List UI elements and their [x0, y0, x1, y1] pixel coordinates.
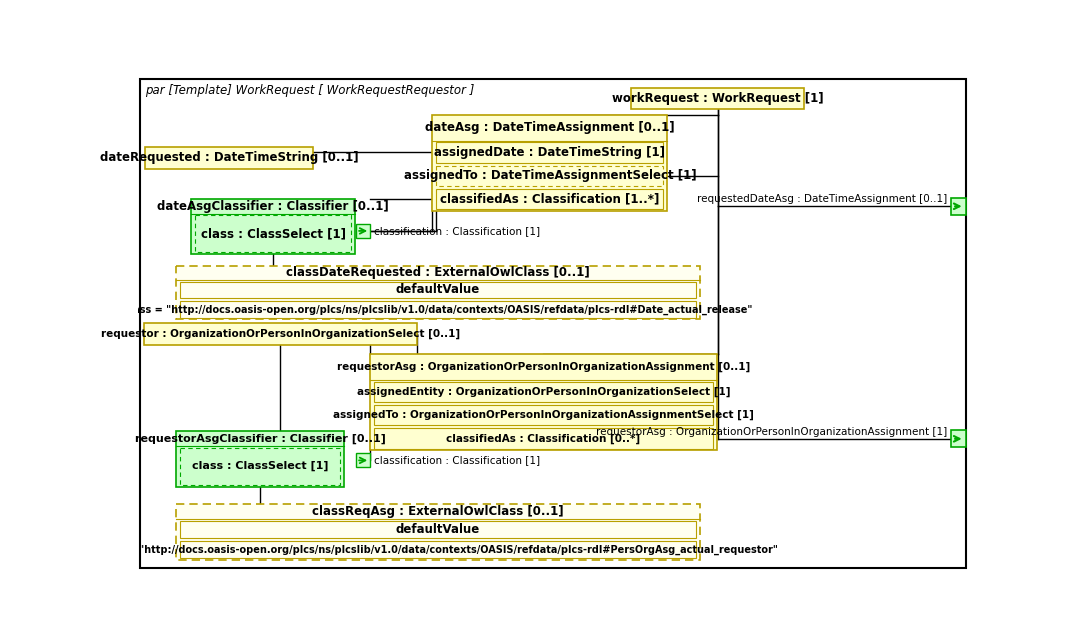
Text: assignedEntity : OrganizationOrPersonInOrganizationSelect [1]: assignedEntity : OrganizationOrPersonInO… — [357, 387, 730, 397]
Bar — [195, 215, 351, 253]
Text: classifiedAs : Classification [1..*]: classifiedAs : Classification [1..*] — [440, 193, 659, 206]
Text: classification : Classification [1]: classification : Classification [1] — [374, 455, 541, 465]
Text: class : ClassSelect [1]: class : ClassSelect [1] — [192, 461, 328, 472]
Bar — [144, 323, 418, 345]
Bar — [176, 504, 699, 560]
Text: requestorAsgClassifier : Classifier [0..1]: requestorAsgClassifier : Classifier [0..… — [135, 433, 385, 444]
Bar — [180, 301, 696, 318]
Bar — [180, 281, 696, 298]
Text: dateAsgClassifier : Classifier [0..1]: dateAsgClassifier : Classifier [0..1] — [158, 199, 388, 213]
Text: classDateRequested : ExternalOwlClass [0..1]: classDateRequested : ExternalOwlClass [0… — [286, 267, 590, 279]
Text: class = "http://docs.oasis-open.org/plcs/ns/plcslib/v1.0/data/contexts/OASIS/ref: class = "http://docs.oasis-open.org/plcs… — [97, 544, 778, 554]
Text: dateRequested : DateTimeString [0..1]: dateRequested : DateTimeString [0..1] — [100, 151, 358, 164]
Bar — [180, 541, 696, 558]
Text: class = "http://docs.oasis-open.org/plcs/ns/plcslib/v1.0/data/contexts/OASIS/ref: class = "http://docs.oasis-open.org/plcs… — [124, 304, 752, 315]
Text: dateAsg : DateTimeAssignment [0..1]: dateAsg : DateTimeAssignment [0..1] — [425, 121, 674, 134]
Bar — [374, 428, 713, 449]
Bar — [176, 431, 344, 487]
Bar — [631, 88, 804, 109]
Bar — [436, 142, 664, 163]
Bar — [374, 405, 713, 426]
Bar — [433, 115, 667, 211]
Text: requestedDateAsg : DateTimeAssignment [0..1]: requestedDateAsg : DateTimeAssignment [0… — [697, 194, 947, 204]
Text: classifiedAs : Classification [0..*]: classifiedAs : Classification [0..*] — [447, 433, 641, 444]
Text: defaultValue: defaultValue — [396, 283, 480, 296]
Text: par [Template] WorkRequest [ WorkRequestRequestor ]: par [Template] WorkRequest [ WorkRequest… — [146, 84, 475, 97]
Text: defaultValue: defaultValue — [396, 523, 480, 536]
Bar — [436, 165, 664, 186]
Bar — [356, 224, 370, 238]
Bar — [180, 447, 340, 485]
Bar — [180, 520, 696, 538]
Bar — [176, 265, 699, 319]
Text: class : ClassSelect [1]: class : ClassSelect [1] — [201, 228, 345, 240]
Bar — [146, 147, 313, 169]
Bar — [191, 199, 355, 254]
Text: assignedDate : DateTimeString [1]: assignedDate : DateTimeString [1] — [435, 146, 666, 159]
Text: workRequest : WorkRequest [1]: workRequest : WorkRequest [1] — [612, 92, 823, 105]
Text: classReqAsg : ExternalOwlClass [0..1]: classReqAsg : ExternalOwlClass [0..1] — [312, 505, 563, 519]
Bar — [951, 198, 966, 215]
Text: assignedTo : DateTimeAssignmentSelect [1]: assignedTo : DateTimeAssignmentSelect [1… — [404, 169, 696, 182]
Bar — [374, 381, 713, 402]
Text: requestor : OrganizationOrPersonInOrganizationSelect [0..1]: requestor : OrganizationOrPersonInOrgani… — [100, 329, 460, 339]
Text: classification : Classification [1]: classification : Classification [1] — [374, 226, 541, 236]
Text: requestorAsg : OrganizationOrPersonInOrganizationAssignment [0..1]: requestorAsg : OrganizationOrPersonInOrg… — [337, 362, 750, 372]
Bar — [370, 354, 716, 451]
Text: assignedTo : OrganizationOrPersonInOrganizationAssignmentSelect [1]: assignedTo : OrganizationOrPersonInOrgan… — [333, 410, 754, 420]
Text: requestorAsg : OrganizationOrPersonInOrganizationAssignment [1]: requestorAsg : OrganizationOrPersonInOrg… — [596, 426, 947, 437]
Bar — [356, 453, 370, 467]
Bar — [951, 430, 966, 447]
Bar — [436, 189, 664, 210]
